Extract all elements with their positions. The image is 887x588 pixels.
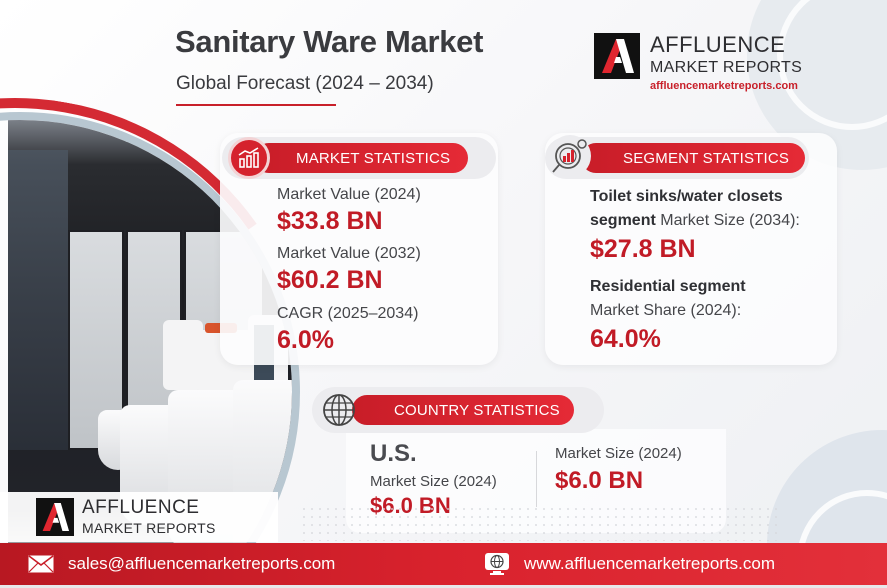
segment-statistics-heading: SEGMENT STATISTICS [581,143,805,173]
market-value-2024: $33.8 BN [277,207,383,235]
country-right-label: Market Size (2024) [555,445,682,462]
logo-a-icon [36,498,74,536]
brand-name-bottom: AFFLUENCE [82,496,200,518]
market-value-2024-label: Market Value (2024) [277,186,421,203]
footer-email[interactable]: sales@affluencemarketreports.com [28,554,335,574]
footer-bar: sales@affluencemarketreports.com www.aff… [0,543,887,585]
country-name: U.S. [370,440,417,467]
market-value-2032-label: Market Value (2032) [277,245,421,262]
brand-name: AFFLUENCE [650,32,786,57]
cagr-label: CAGR (2025–2034) [277,305,419,322]
page-title: Sanitary Ware Market [175,24,484,59]
market-statistics-heading: MARKET STATISTICS [254,143,468,173]
brand-sub-bottom: MARKET REPORTS [82,519,216,536]
market-value-2032: $60.2 BN [277,266,383,294]
segment-statistics-card: SEGMENT STATISTICS Toilet sinks/water cl… [545,133,837,365]
cagr-value: 6.0% [277,326,334,354]
title-underline [176,104,336,106]
brand-sub: MARKET REPORTS [650,59,803,76]
residential-segment-name: Residential segment [590,278,746,295]
globe-icon [318,389,360,431]
bar-chart-growth-icon [228,137,270,179]
divider [536,451,537,507]
brand-logo: AFFLUENCE MARKET REPORTS affluencemarket… [594,33,802,94]
logo-a-icon [594,33,640,79]
country-left-label: Market Size (2024) [370,473,497,490]
globe-monitor-icon [484,552,510,576]
country-statistics-heading: COUNTRY STATISTICS [352,395,574,425]
brand-logo-bottom: AFFLUENCE MARKET REPORTS [0,492,278,542]
residential-segment-value: 64.0% [590,325,661,353]
country-right-value: $6.0 BN [555,467,644,494]
dot-pattern [300,505,780,541]
market-statistics-card: MARKET STATISTICS Market Value (2024) $3… [220,133,498,365]
toilet-segment-value: $27.8 BN [590,235,696,263]
toilet-segment-label: segment Market Size (2034): [590,212,800,229]
brand-url[interactable]: affluencemarketreports.com [650,80,798,92]
residential-segment-label: Market Share (2024): [590,302,742,319]
magnifier-chart-icon [549,135,591,177]
envelope-icon [28,555,54,573]
footer-website[interactable]: www.affluencemarketreports.com [484,552,775,576]
page-subtitle: Global Forecast (2024 – 2034) [176,73,434,94]
toilet-segment-name: Toilet sinks/water closets [590,188,783,205]
decorative-ring [777,0,887,130]
